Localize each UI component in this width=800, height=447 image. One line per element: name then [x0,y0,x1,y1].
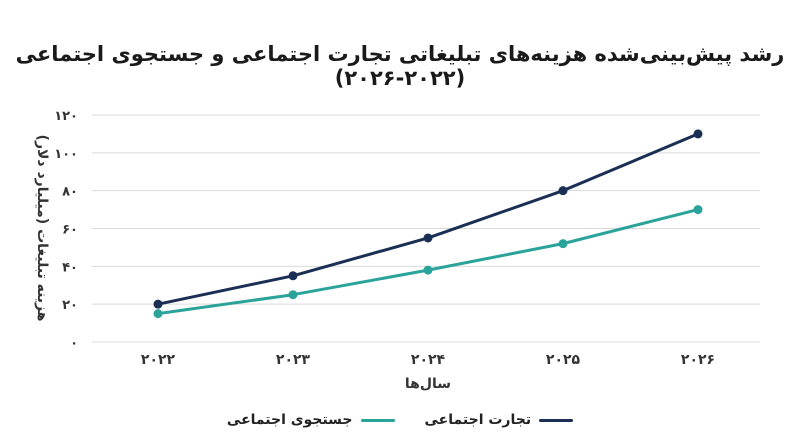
legend-item: تجارت اجتماعی [425,412,574,428]
legend-swatch [360,418,395,422]
data-point [153,309,163,319]
legend: تجارت اجتماعی جستجوی اجتماعی [0,412,800,428]
y-tick-label: ۶۰ [62,223,78,238]
legend-label: جستجوی اجتماعی [226,412,353,428]
data-point [558,186,568,196]
x-tick-label: ۲۰۲۴ [411,352,446,368]
chart-title: رشد پیش‌بینی‌شده هزینه‌های تبلیغاتی تجار… [15,42,785,90]
y-tick-label: ۱۰۰ [54,147,78,162]
legend-swatch [539,418,574,422]
x-tick-label: ۲۰۲۶ [681,352,715,368]
data-point [153,299,163,309]
x-tick-labels: ۲۰۲۲ ۲۰۲۳ ۲۰۲۴ ۲۰۲۵ ۲۰۲۶ [141,352,715,368]
y-axis-label: هزینه تبلیغات (میلیارد دلار) [34,135,50,322]
y-tick-label: ۴۰ [62,260,78,275]
legend-label: تجارت اجتماعی [424,412,532,428]
series-layer [153,129,703,319]
data-point [558,239,568,249]
data-point [288,271,298,281]
series-1 [153,129,703,309]
x-tick-label: ۲۰۲۵ [546,352,581,368]
series-line [156,132,700,306]
data-point [423,265,433,275]
y-tick-label: ۰ [70,336,78,351]
x-tick-label: ۲۰۲۳ [276,352,311,368]
series-2 [153,205,703,319]
data-point [693,129,703,139]
y-tick-label: ۱۲۰ [54,109,78,124]
line-chart: ۰ ۲۰ ۴۰ ۶۰ ۸۰ ۱۰۰ ۱۲۰ ۲۰۲۲ ۲۰۲۳ ۲۰۲۴ ۲۰۲۵ ۲۰۲۶ سال… [34,109,760,392]
legend-item: جستجوی اجتماعی [227,412,395,428]
x-tick-label: ۲۰۲۲ [141,352,176,368]
x-axis-label: سال‌ها [405,376,451,392]
data-point [288,290,298,300]
data-point [693,205,703,215]
y-tick-labels: ۰ ۲۰ ۴۰ ۶۰ ۸۰ ۱۰۰ ۱۲۰ [54,109,78,351]
data-point [423,233,433,243]
y-tick-label: ۸۰ [62,185,78,200]
series-line [156,208,700,316]
y-tick-label: ۲۰ [62,298,78,313]
